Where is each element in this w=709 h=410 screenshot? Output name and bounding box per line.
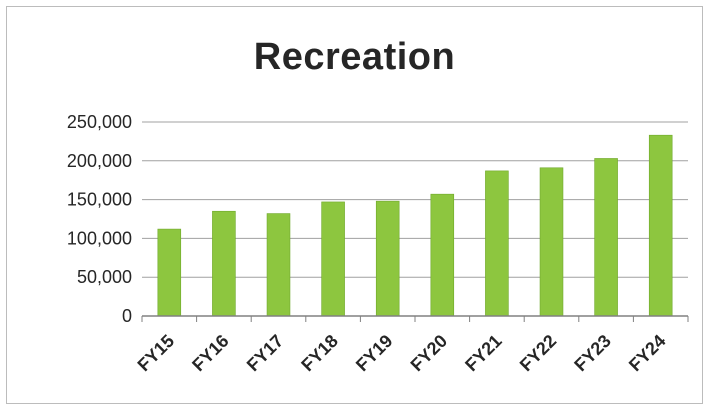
bar-fy17 [266,213,291,317]
chart-title: Recreation [253,36,456,78]
bar-fy22 [539,167,564,317]
bar-fy24 [648,134,673,317]
bar-fy20 [430,193,455,317]
x-tick-label: FY20 [407,331,452,376]
x-tick-label: FY15 [134,331,179,376]
x-tick-label: FY18 [297,331,342,376]
x-tick-label: FY21 [461,331,506,376]
y-tick-label: 50,000 [77,267,132,287]
bars [157,134,673,317]
x-tick-label: FY23 [570,331,615,376]
y-tick-label: 100,000 [67,228,132,248]
x-tick-label: FY24 [625,331,670,376]
x-tick-label: FY19 [352,331,397,376]
bar-fy15 [157,228,182,317]
x-axis-tick-labels: FY15 FY16 FY17 FY18 FY19 FY20 FY21 FY22 FY23 FY24 [134,331,670,376]
x-tick-label: FY22 [516,331,561,376]
bar-fy18 [321,201,345,317]
bar-fy21 [485,170,509,317]
y-tick-label: 150,000 [67,190,132,210]
y-axis-tick-labels: 0 50,000 100,000 150,000 200,000 250,000 [67,112,132,326]
x-axis [141,315,689,322]
x-tick-label: FY16 [188,331,233,376]
y-tick-label: 200,000 [67,151,132,171]
x-tick-label: FY17 [243,331,288,376]
chart-frame [6,6,703,404]
y-tick-label: 250,000 [67,112,132,132]
bar-fy16 [212,210,236,317]
bar-fy19 [375,200,400,317]
bar-fy23 [594,158,618,317]
y-tick-label: 0 [122,306,132,326]
